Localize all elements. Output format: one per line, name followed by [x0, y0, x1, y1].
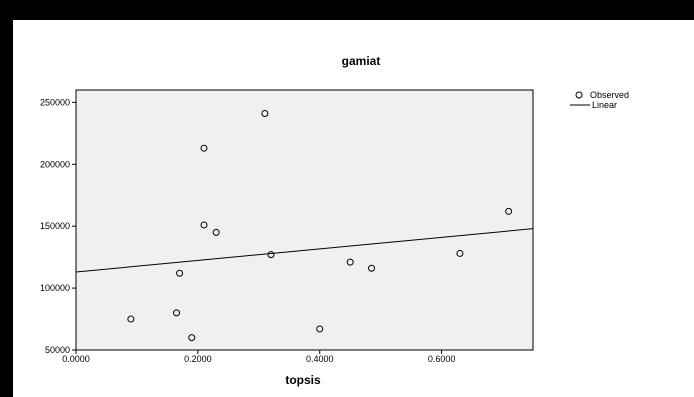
y-tick-label: 200000 [40, 159, 70, 169]
observed-point [261, 110, 269, 118]
legend-observed-label: Observed [590, 90, 629, 100]
observed-point [267, 251, 275, 259]
observed-point [173, 309, 181, 317]
observed-point [368, 264, 376, 272]
y-tick-label: 150000 [40, 221, 70, 231]
observed-point [188, 334, 196, 342]
y-tick-label: 250000 [40, 97, 70, 107]
legend: Observed Linear [570, 90, 629, 110]
observed-point [176, 269, 184, 277]
chart-title: gamiat [342, 54, 381, 68]
x-tick-label: 0.0000 [62, 354, 90, 364]
x-axis: 0.0000 0.2000 0.4000 0.6000 [62, 350, 455, 364]
y-axis: 50000 100000 150000 200000 250000 [40, 97, 76, 355]
observed-point [346, 258, 354, 266]
legend-linear-label: Linear [592, 100, 617, 110]
observed-point [200, 221, 208, 229]
observed-point [127, 315, 135, 323]
observed-point [456, 249, 464, 257]
points-layer [127, 110, 513, 342]
observed-point [316, 325, 324, 333]
chart-panel: gamiat 50000 100000 150000 200000 250000 0.0… [13, 20, 694, 397]
y-tick-label: 50000 [45, 345, 70, 355]
scatter-chart: gamiat 50000 100000 150000 200000 250000 0.0… [40, 54, 629, 387]
legend-observed-marker [575, 91, 583, 99]
x-tick-label: 0.2000 [184, 354, 212, 364]
x-tick-label: 0.6000 [428, 354, 456, 364]
linear-fit-line [75, 228, 534, 273]
plot-area [75, 89, 534, 351]
x-tick-label: 0.4000 [306, 354, 334, 364]
observed-point [505, 207, 513, 215]
y-tick-label: 100000 [40, 283, 70, 293]
observed-point [200, 144, 208, 152]
fit-line-layer [75, 228, 534, 273]
observed-point [212, 228, 220, 236]
x-axis-label: topsis [285, 373, 321, 387]
